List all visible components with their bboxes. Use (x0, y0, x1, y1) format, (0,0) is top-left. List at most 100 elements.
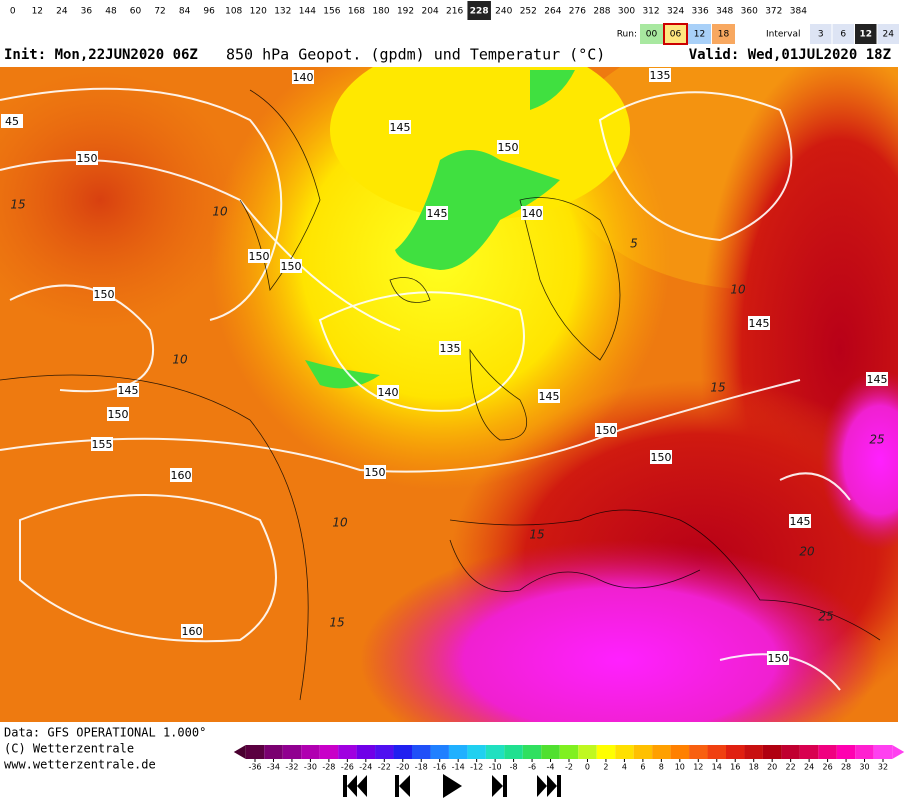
last-button[interactable] (537, 775, 561, 797)
hour-button[interactable]: 168 (344, 1, 369, 20)
scale-label: 6 (640, 763, 645, 772)
hour-button[interactable]: 264 (541, 1, 565, 20)
hour-button[interactable]: 36 (74, 1, 99, 20)
hour-button[interactable]: 276 (565, 1, 590, 20)
hour-label: 348 (716, 7, 733, 17)
hour-label: 48 (105, 7, 117, 17)
interval-button[interactable]: 3 (810, 24, 832, 44)
scale-arrow (892, 745, 905, 759)
hour-label: 168 (348, 7, 365, 17)
interval-button[interactable]: 24 (877, 24, 900, 44)
geopotential-label: 145 (426, 206, 448, 220)
hour-button[interactable]: 60 (123, 1, 148, 20)
hour-label: 120 (250, 7, 267, 17)
hour-label: 144 (299, 7, 316, 17)
interval-button[interactable]: 12 (855, 24, 877, 44)
scale-label: 10 (675, 763, 685, 772)
scale-label: 14 (712, 763, 722, 772)
hour-label: 324 (667, 7, 684, 17)
hour-button[interactable]: 96 (197, 1, 221, 20)
hour-button[interactable]: 156 (320, 1, 344, 20)
scale-label: 28 (841, 763, 851, 772)
label-box (389, 120, 411, 134)
run-option: 12 (694, 30, 705, 40)
temperature-label: 25 (869, 433, 884, 447)
play-button[interactable] (443, 774, 462, 798)
scale-swatch (467, 745, 486, 759)
hour-cell (25, 1, 50, 20)
scale-swatch (504, 745, 523, 759)
hour-button[interactable]: 72 (148, 1, 172, 20)
hour-button[interactable]: 84 (172, 1, 197, 20)
geopotential-value: 135 (440, 342, 461, 355)
hour-cell (492, 1, 516, 20)
geopotential-label: 145 (789, 514, 811, 528)
hour-button[interactable]: 360 (737, 1, 762, 20)
hour-label: 216 (446, 7, 463, 17)
hour-button[interactable]: 216 (442, 1, 467, 20)
scale-label: -8 (510, 763, 518, 772)
hour-button[interactable]: 108 (221, 1, 246, 20)
geopotential-label: 150 (107, 407, 129, 421)
hour-button[interactable]: 288 (590, 1, 614, 20)
temperature-label: 10 (730, 283, 746, 297)
hour-button[interactable]: 228 (467, 1, 491, 20)
interval-button[interactable]: 6 (832, 24, 855, 44)
label-box (292, 70, 314, 84)
scale-label: 18 (749, 763, 759, 772)
geopotential-value: 145 (749, 317, 770, 330)
geopotential-value: 160 (182, 625, 203, 638)
hour-cell (369, 1, 393, 20)
geopotential-label: 150 (93, 287, 115, 301)
hour-button[interactable]: 144 (295, 1, 320, 20)
hour-button[interactable]: 312 (639, 1, 663, 20)
hour-cell (467, 1, 491, 20)
run-option: 06 (670, 30, 682, 40)
run-button[interactable]: 18 (712, 24, 735, 44)
hour-button[interactable]: 204 (418, 1, 442, 20)
label-box (364, 465, 386, 479)
hour-button[interactable]: 12 (25, 1, 50, 20)
label-box (538, 389, 560, 403)
scale-label: -36 (248, 763, 261, 772)
run-button[interactable]: 06 (663, 23, 688, 45)
website: www.wetterzentrale.de (4, 758, 156, 772)
next-button[interactable] (492, 775, 507, 797)
hour-button[interactable]: 372 (762, 1, 786, 20)
init-time: Init: Mon,22JUN2020 06Z (4, 47, 198, 63)
hour-button[interactable]: 336 (688, 1, 712, 20)
run-button[interactable]: 12 (688, 24, 711, 44)
scale-swatch (264, 745, 283, 759)
label-box (117, 383, 139, 397)
hour-button[interactable]: 252 (516, 1, 541, 20)
hour-button[interactable]: 300 (614, 1, 639, 20)
label-box (439, 341, 461, 355)
hour-button[interactable]: 348 (712, 1, 737, 20)
hour-button[interactable]: 324 (663, 1, 688, 20)
scale-label: 24 (804, 763, 814, 772)
hour-button[interactable]: 384 (786, 1, 811, 20)
hour-button[interactable]: 120 (246, 1, 271, 20)
scale-label: 16 (730, 763, 740, 772)
first-button[interactable] (343, 775, 367, 797)
run-button[interactable]: 00 (640, 24, 663, 44)
hour-button[interactable]: 24 (50, 1, 74, 20)
valid-time: Valid: Wed,01JUL2020 18Z (689, 47, 891, 63)
hour-button[interactable]: 192 (393, 1, 418, 20)
scale-label: -16 (433, 763, 446, 772)
scale-swatch (818, 745, 837, 759)
scale-label: 2 (603, 763, 608, 772)
hour-label: 384 (790, 7, 807, 17)
previous-button[interactable] (395, 775, 410, 797)
hour-label: 300 (618, 7, 635, 17)
hour-button[interactable]: 180 (369, 1, 393, 20)
scale-label: 0 (585, 763, 590, 772)
hour-button[interactable]: 132 (271, 1, 295, 20)
hour-cell (148, 1, 172, 20)
hour-label: 108 (225, 7, 242, 17)
geopotential-value: 150 (281, 260, 302, 273)
hour-button[interactable]: 48 (99, 1, 123, 20)
hour-button[interactable]: 0 (1, 1, 25, 20)
hour-button[interactable]: 240 (492, 1, 516, 20)
label-box (497, 140, 519, 154)
